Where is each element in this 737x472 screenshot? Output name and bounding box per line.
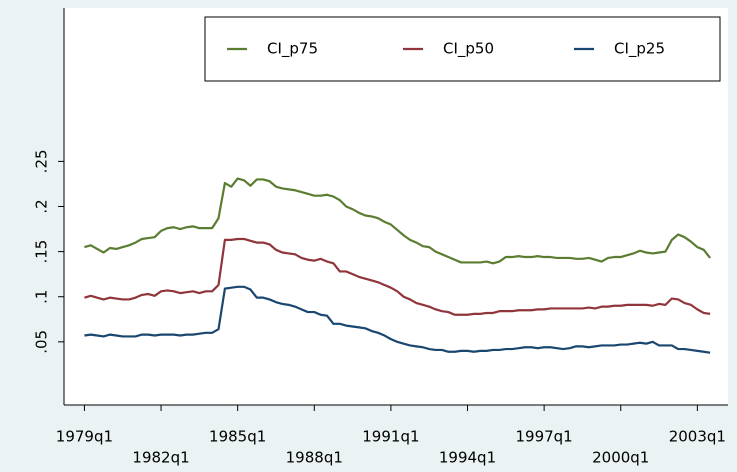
y-tick-label: .05 bbox=[33, 330, 51, 354]
series-line bbox=[84, 177, 711, 265]
x-tick-label: 1982q1 bbox=[132, 449, 189, 467]
y-tick-label: .25 bbox=[33, 149, 51, 173]
series-line bbox=[84, 237, 711, 316]
y-tick-label: .15 bbox=[33, 240, 51, 264]
x-tick-label: 2003q1 bbox=[669, 428, 726, 446]
legend-label: CI_p25 bbox=[614, 40, 665, 59]
y-tick-label: .1 bbox=[33, 290, 51, 304]
legend-box bbox=[204, 16, 721, 82]
x-tick-label: 1991q1 bbox=[362, 428, 419, 446]
x-tick-label: 1985q1 bbox=[209, 428, 266, 446]
legend: CI_p75 CI_p50 CI_p25 bbox=[204, 16, 721, 82]
y-tick-label: .2 bbox=[33, 199, 51, 213]
x-tick-label: 1988q1 bbox=[286, 449, 343, 467]
x-tick-label: 2000q1 bbox=[592, 449, 649, 467]
x-tick-label: 1979q1 bbox=[56, 428, 113, 446]
legend-label: CI_p50 bbox=[443, 40, 494, 59]
x-tick-label: 1994q1 bbox=[439, 449, 496, 467]
legend-label: CI_p75 bbox=[267, 40, 318, 59]
series-line bbox=[84, 285, 711, 354]
x-tick-label: 1997q1 bbox=[515, 428, 572, 446]
